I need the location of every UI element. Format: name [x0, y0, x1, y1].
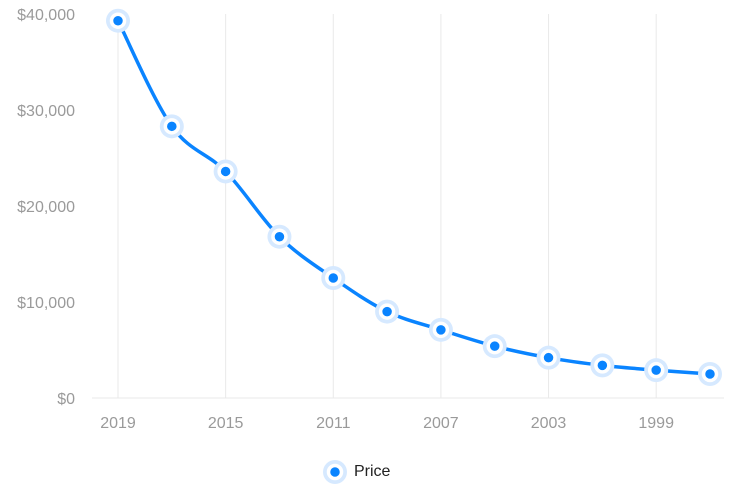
data-point-dot: [378, 303, 396, 320]
data-point-dot: [109, 12, 127, 29]
data-point[interactable]: [159, 114, 184, 139]
data-points: [106, 8, 722, 386]
data-point-dot: [325, 269, 342, 287]
y-axis-ticks: $0 $10,000 $20,000 $30,000 $40,000: [17, 7, 75, 408]
x-tick-label: 2007: [423, 415, 459, 432]
y-tick-label: $40,000: [17, 7, 75, 24]
data-point[interactable]: [590, 353, 615, 378]
data-point[interactable]: [428, 317, 453, 342]
x-tick-label: 2019: [100, 415, 136, 432]
x-tick-label: 2015: [208, 415, 244, 432]
data-point[interactable]: [267, 224, 292, 249]
y-tick-label: $0: [57, 391, 75, 408]
data-point-dot: [540, 349, 557, 366]
legend-label-price: Price: [354, 463, 391, 480]
data-point-dot: [647, 361, 665, 379]
series-line-price: [116, 18, 712, 376]
data-point[interactable]: [644, 358, 669, 383]
data-point-dot: [701, 365, 719, 383]
data-point[interactable]: [321, 266, 346, 290]
x-tick-label: 1999: [638, 415, 674, 432]
data-point[interactable]: [698, 362, 722, 386]
x-tick-label: 2003: [531, 415, 567, 432]
y-tick-label: $20,000: [17, 199, 75, 216]
data-point-dot: [271, 228, 288, 245]
legend[interactable]: Price: [322, 458, 390, 486]
grid-lines: [92, 14, 724, 399]
x-axis-ticks: 2019 2015 2011 2007 2003 1999: [100, 415, 674, 432]
data-point-dot: [217, 163, 234, 180]
data-point-dot: [432, 321, 450, 339]
data-point-dot: [486, 337, 503, 355]
data-point[interactable]: [482, 334, 507, 359]
data-point[interactable]: [213, 159, 238, 184]
data-point-dot: [594, 357, 611, 374]
data-point-dot: [163, 118, 181, 135]
legend-marker-icon: [323, 460, 347, 484]
data-point[interactable]: [536, 345, 561, 370]
x-tick-label: 2011: [316, 415, 351, 432]
y-tick-label: $30,000: [17, 103, 75, 120]
data-point[interactable]: [375, 299, 400, 324]
y-tick-label: $10,000: [17, 295, 75, 312]
data-point[interactable]: [106, 8, 130, 33]
